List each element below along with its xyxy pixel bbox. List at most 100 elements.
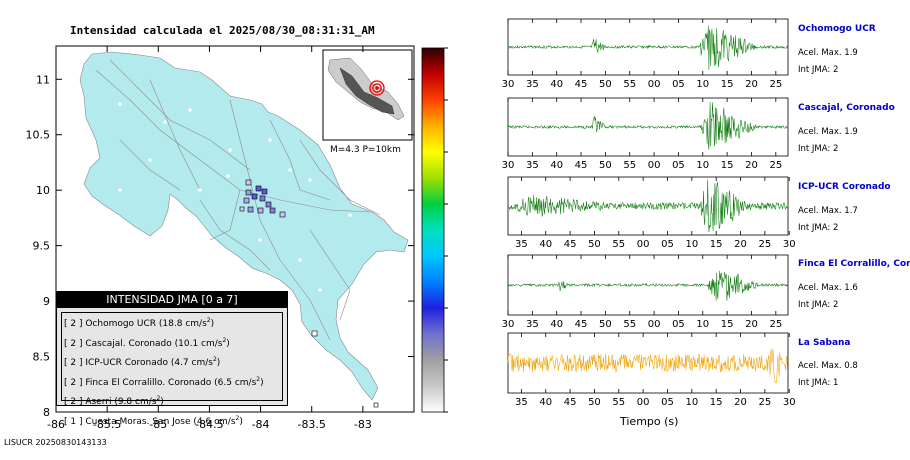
time-tick-label: 20 [734, 239, 747, 250]
time-tick-label: 45 [575, 79, 588, 90]
footer-id: LISUCR 20250830143133 [4, 438, 107, 447]
time-tick-label: 10 [696, 79, 709, 90]
station-acel: Acel. Max. 1.6 [798, 283, 858, 293]
time-tick-label: 30 [783, 397, 796, 408]
time-tick-label: 35 [526, 160, 539, 171]
time-tick-label: 55 [612, 239, 625, 250]
time-tick-label: 05 [661, 397, 674, 408]
station-jma: Int JMA: 2 [798, 144, 839, 154]
time-tick-label: 10 [696, 160, 709, 171]
legend-list: [ 2 ] Ochomogo UCR (18.8 cm/s2) [ 2 ] Ca… [61, 312, 283, 427]
station-acel: Acel. Max. 1.9 [798, 127, 858, 137]
station-markers [239, 179, 379, 408]
time-tick-label: 15 [721, 79, 734, 90]
legend-row: [ 2 ] Aserri (9.8 cm/s2) [64, 395, 164, 407]
time-tick-label: 45 [575, 160, 588, 171]
time-tick-label: 25 [759, 239, 772, 250]
x-tick-label: -86 [47, 418, 65, 431]
y-tick-label: 9.5 [33, 240, 51, 253]
time-tick-label: 55 [623, 319, 636, 330]
time-tick-label: 05 [672, 79, 685, 90]
x-tick-label: -83.5 [297, 418, 325, 431]
time-tick-label: 50 [588, 397, 601, 408]
station-name: La Sabana [798, 338, 851, 348]
time-tick-label: 00 [648, 160, 661, 171]
y-tick-label: 10 [36, 184, 50, 197]
x-tick-label: -84 [252, 418, 270, 431]
time-tick-label: 40 [539, 239, 552, 250]
station-name: Ochomogo UCR [798, 24, 876, 34]
time-tick-label: 30 [502, 79, 515, 90]
y-tick-label: 8 [43, 406, 50, 419]
seismogram-panel: 30 35 40 45 50 55 00 05 10 15 20 25 [502, 18, 789, 90]
time-tick-label: 25 [769, 160, 782, 171]
time-tick-label: 15 [710, 397, 723, 408]
time-tick-label: 30 [502, 160, 515, 171]
y-tick-label: 10.5 [26, 129, 51, 142]
station-jma: Int JMA: 1 [798, 378, 839, 388]
time-tick-label: 25 [769, 79, 782, 90]
time-tick-label: 35 [526, 79, 539, 90]
time-tick-label: 20 [745, 79, 758, 90]
time-tick-label: 55 [623, 79, 636, 90]
waveform-trace [507, 179, 788, 233]
time-tick-label: 50 [599, 79, 612, 90]
time-tick-label: 55 [623, 160, 636, 171]
time-tick-label: 25 [769, 319, 782, 330]
city-dots [118, 102, 352, 292]
waveform-trace [507, 270, 788, 301]
seismograms: 30 35 40 45 50 55 00 05 10 15 20 25 30 35 40 45 50 55 00 05… [502, 18, 796, 408]
time-tick-label: 10 [696, 319, 709, 330]
x-tick-label: -83 [354, 418, 372, 431]
seismogram-panel: 30 35 40 45 50 55 00 05 10 15 20 25 [502, 97, 789, 171]
time-tick-label: 40 [539, 397, 552, 408]
station-name: ICP-UCR Coronado [798, 182, 891, 192]
station-jma: Int JMA: 2 [798, 300, 839, 310]
time-tick-label: 10 [685, 397, 698, 408]
time-tick-label: 40 [550, 160, 563, 171]
time-tick-label: 45 [564, 397, 577, 408]
legend-title: INTENSIDAD JMA [0 a 7] [57, 292, 287, 308]
legend-row: [ 2 ] ICP-UCR Coronado (4.7 cm/s2) [64, 356, 221, 368]
map-title: Intensidad calculada el 2025/08/30_08:31… [70, 24, 375, 37]
y-tick-label: 11 [36, 73, 50, 86]
time-tick-label: 35 [515, 239, 528, 250]
station-name: Cascajal, Coronado [798, 103, 895, 113]
legend-row: [ 2 ] Finca El Corralillo. Coronado (6.5… [64, 375, 264, 388]
time-tick-label: 15 [721, 319, 734, 330]
station-jma: Int JMA: 2 [798, 223, 839, 233]
legend-row: [ 2 ] Ochomogo UCR (18.8 cm/s2) [64, 317, 215, 329]
time-tick-label: 20 [734, 397, 747, 408]
station-jma: Int JMA: 2 [798, 65, 839, 75]
seismogram-panel: 35 40 45 50 55 00 05 10 15 20 25 30 [507, 332, 796, 408]
x-tick-label: -85.5 [93, 418, 121, 431]
time-tick-label: 45 [575, 319, 588, 330]
legend-row: [ 2 ] Cascajal. Coronado (10.1 cm/s2) [64, 336, 230, 349]
time-tick-label: 30 [502, 319, 515, 330]
time-tick-label: 10 [685, 239, 698, 250]
time-tick-label: 20 [745, 160, 758, 171]
time-tick-label: 35 [526, 319, 539, 330]
time-tick-label: 30 [783, 239, 796, 250]
time-tick-label: 45 [564, 239, 577, 250]
time-tick-label: 00 [648, 319, 661, 330]
waveform-trace [507, 25, 788, 70]
time-tick-label: 40 [550, 319, 563, 330]
time-axis-label: Tiempo (s) [620, 415, 679, 428]
station-name: Finca El Corralillo, Coronado [798, 259, 910, 269]
legend-box: INTENSIDAD JMA [0 a 7] [ 2 ] Ochomogo UC… [56, 291, 288, 427]
station-acel: Acel. Max. 0.8 [798, 361, 858, 371]
time-tick-label: 15 [721, 160, 734, 171]
time-tick-label: 15 [710, 239, 723, 250]
y-tick-label: 9 [43, 295, 50, 308]
time-tick-label: 50 [588, 239, 601, 250]
time-tick-label: 50 [599, 160, 612, 171]
epicenter-target-icon [369, 80, 385, 96]
seismogram-panel: 30 35 40 45 50 55 00 05 10 15 20 25 [502, 254, 789, 330]
y-tick-label: 8.5 [33, 351, 51, 364]
waveform-trace [507, 348, 788, 384]
time-tick-label: 05 [672, 160, 685, 171]
magnitude-label: M=4.3 P=10km [330, 145, 401, 155]
x-tick-label: -84.5 [195, 418, 223, 431]
road-network [95, 59, 381, 341]
